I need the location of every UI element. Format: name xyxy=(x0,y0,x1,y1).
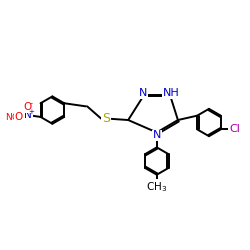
Text: O: O xyxy=(24,102,32,112)
Text: +: + xyxy=(28,109,34,115)
Text: N: N xyxy=(152,130,161,140)
Text: O: O xyxy=(14,112,23,122)
Text: NO$_2^-$: NO$_2^-$ xyxy=(5,112,27,125)
Text: N: N xyxy=(139,88,147,99)
Text: CH$_3$: CH$_3$ xyxy=(146,180,168,194)
Text: -: - xyxy=(29,100,32,108)
Text: Cl: Cl xyxy=(229,124,240,134)
Text: S: S xyxy=(102,112,110,125)
Text: N: N xyxy=(24,110,32,120)
Text: NH: NH xyxy=(163,88,180,99)
